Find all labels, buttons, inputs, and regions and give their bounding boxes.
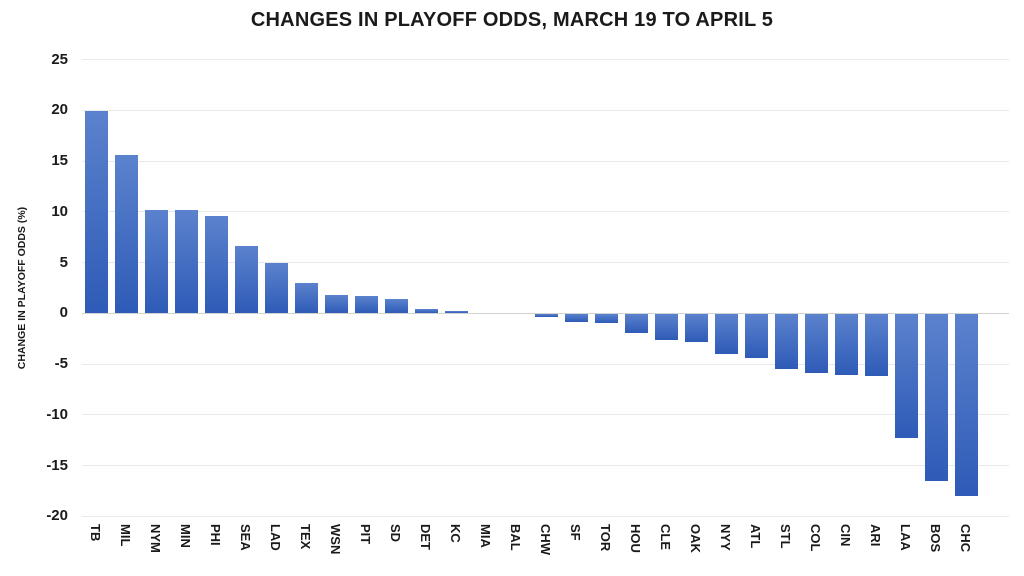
- bar-sd: [384, 298, 408, 313]
- x-axis-label-mil: MIL: [118, 524, 133, 547]
- x-axis-label-atl: ATL: [748, 524, 763, 549]
- bar-oak: [684, 313, 708, 343]
- y-tick-label: -20: [46, 507, 68, 524]
- x-axis-label-bos: BOS: [928, 524, 943, 553]
- gridline: [82, 110, 1009, 111]
- x-axis-label-wsn: WSN: [328, 524, 343, 555]
- y-tick-label: 25: [51, 51, 68, 68]
- gridline: [82, 364, 1009, 365]
- x-axis-label-tex: TEX: [298, 524, 313, 550]
- x-axis-label-sea: SEA: [238, 524, 253, 551]
- bar-min: [174, 210, 198, 313]
- bar-chc: [954, 313, 978, 496]
- bar-pit: [354, 295, 378, 313]
- bar-wsn: [324, 294, 348, 313]
- x-axis-label-bal: BAL: [508, 524, 523, 551]
- x-axis-label-nym: NYM: [148, 524, 163, 553]
- bar-laa: [894, 313, 918, 438]
- bar-sf: [564, 313, 588, 322]
- y-tick-label: 0: [59, 304, 68, 321]
- bar-lad: [264, 263, 288, 313]
- y-tick-label: -5: [54, 355, 68, 372]
- bar-hou: [624, 313, 648, 334]
- y-tick-label: 20: [51, 101, 68, 118]
- bar-kc: [444, 310, 468, 313]
- bar-stl: [774, 313, 798, 369]
- x-axis-label-tb: TB: [88, 524, 103, 542]
- bar-chw: [534, 313, 558, 317]
- y-tick-label: 10: [51, 203, 68, 220]
- gridline: [82, 161, 1009, 162]
- bar-col: [804, 313, 828, 373]
- x-axis-label-stl: STL: [778, 524, 793, 549]
- x-axis-label-chc: CHC: [958, 524, 973, 553]
- x-axis-label-sd: SD: [388, 524, 403, 543]
- bar-cin: [834, 313, 858, 375]
- bar-tb: [84, 110, 108, 313]
- gridline: [82, 59, 1009, 60]
- x-axis-label-cle: CLE: [658, 524, 673, 550]
- bar-phi: [204, 216, 228, 313]
- gridline: [82, 465, 1009, 466]
- chart-title: CHANGES IN PLAYOFF ODDS, MARCH 19 TO APR…: [250, 9, 774, 31]
- x-axis-label-mia: MIA: [478, 524, 493, 548]
- x-axis-label-chw: CHW: [538, 524, 553, 556]
- x-axis-label-ari: ARI: [868, 524, 883, 547]
- gridline: [82, 262, 1009, 263]
- x-axis-label-hou: HOU: [628, 524, 643, 553]
- gridline: [82, 516, 1009, 517]
- y-tick-label: -15: [46, 457, 68, 474]
- x-axis-label-oak: OAK: [688, 524, 703, 553]
- bar-cle: [654, 313, 678, 341]
- bar-bos: [924, 313, 948, 482]
- bar-tex: [294, 283, 318, 313]
- x-axis-label-min: MIN: [178, 524, 193, 548]
- bar-mil: [114, 155, 138, 313]
- x-axis-label-det: DET: [418, 524, 433, 550]
- y-tick-label: -10: [46, 406, 68, 423]
- x-axis-label-lad: LAD: [268, 524, 283, 551]
- bar-ari: [864, 313, 888, 376]
- x-axis-label-sf: SF: [568, 524, 583, 541]
- x-axis-label-tor: TOR: [598, 524, 613, 552]
- y-tick-label: 5: [59, 254, 68, 271]
- y-tick-label: 15: [51, 152, 68, 169]
- x-axis-label-col: COL: [808, 524, 823, 552]
- x-axis-label-phi: PHI: [208, 524, 223, 546]
- zero-gridline: [82, 313, 1009, 314]
- bar-det: [414, 308, 438, 313]
- bar-atl: [744, 313, 768, 358]
- bar-tor: [594, 313, 618, 323]
- x-axis-label-pit: PIT: [358, 524, 373, 545]
- gridline: [82, 414, 1009, 415]
- bar-nyy: [714, 313, 738, 355]
- x-axis-label-nyy: NYY: [718, 524, 733, 551]
- bar-nym: [144, 210, 168, 313]
- x-axis-label-kc: KC: [448, 524, 463, 543]
- bar-sea: [234, 245, 258, 313]
- gridline: [82, 211, 1009, 212]
- x-axis-label-cin: CIN: [838, 524, 853, 547]
- x-axis-label-laa: LAA: [898, 524, 913, 551]
